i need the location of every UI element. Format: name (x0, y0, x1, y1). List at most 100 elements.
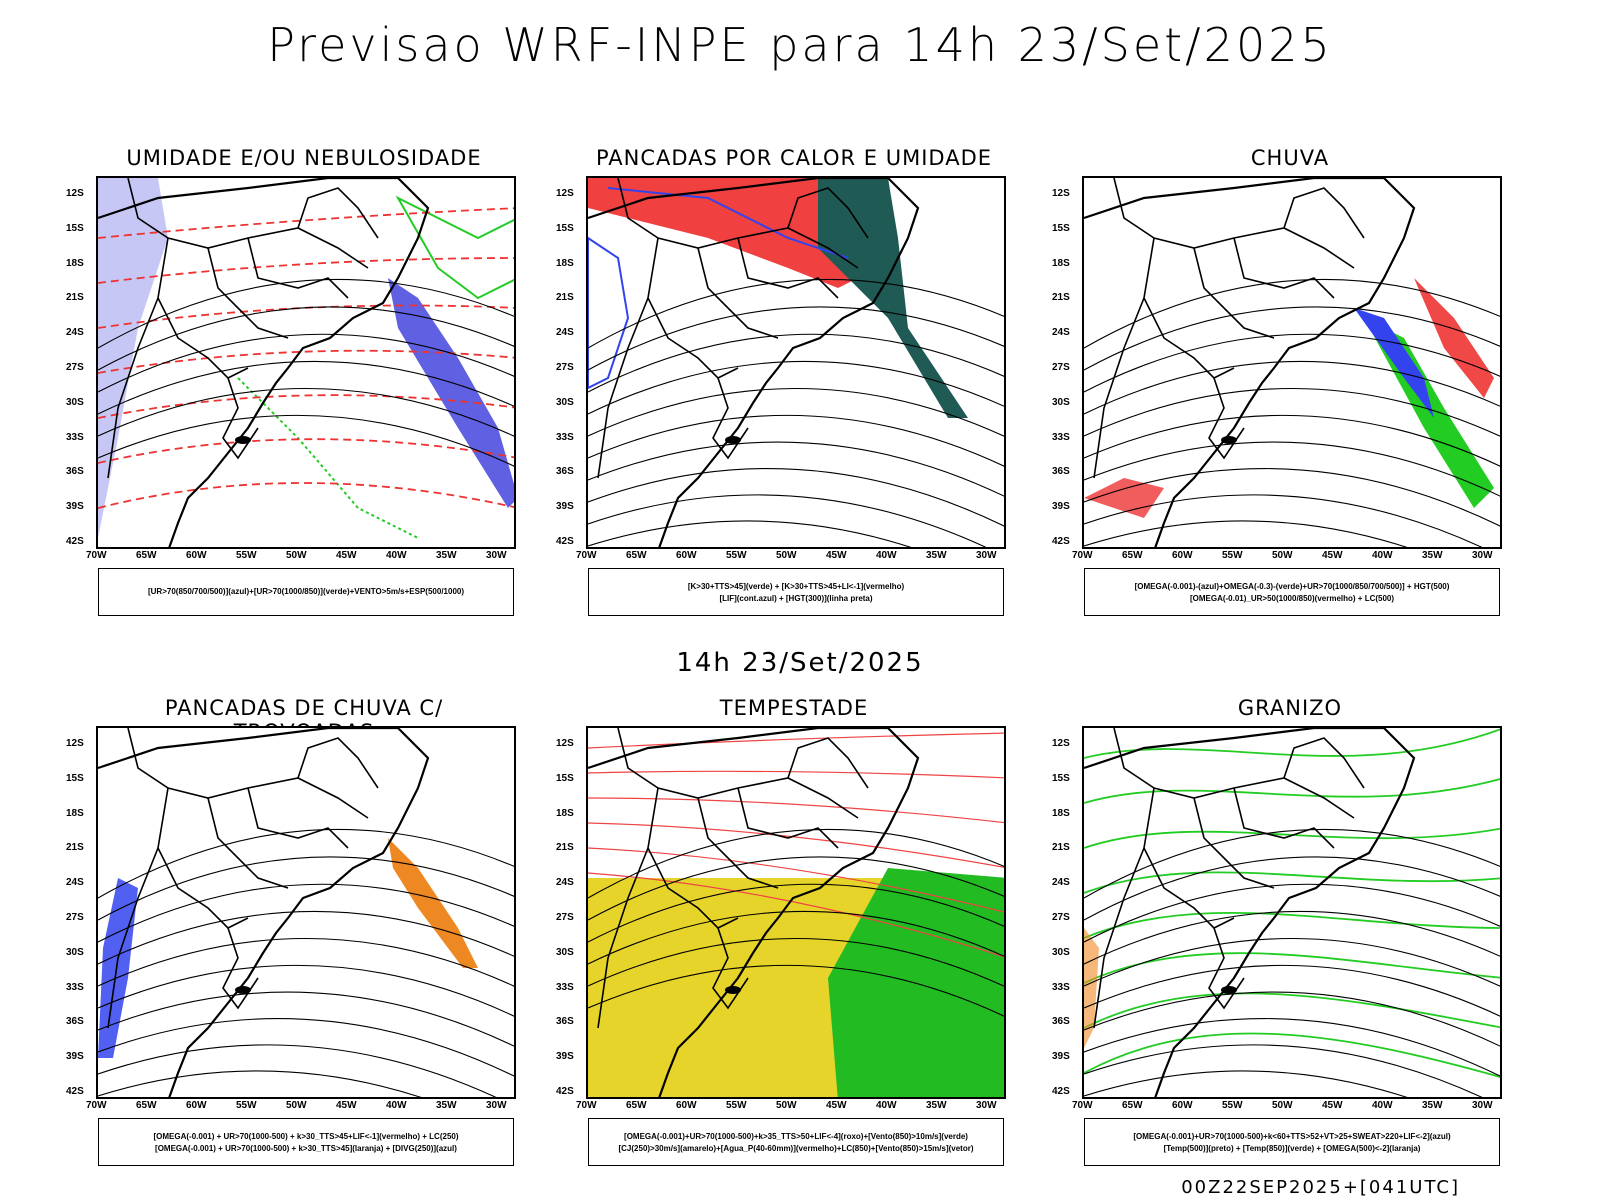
legend-line: [LIF](cont.azul) + [HGT(300)](linha pret… (719, 594, 873, 603)
legend-line: [OMEGA(-0.001)-(azul)+OMEGA(-0.3)-(verde… (1134, 582, 1450, 591)
lat-label: 33S (556, 981, 574, 993)
lon-label: 65W (626, 550, 647, 561)
legend-line: [UR>70(850/700/500)](azul)+[UR>70(1000/8… (147, 587, 465, 596)
lat-label: 18S (66, 807, 84, 819)
map-canvas (1084, 728, 1500, 1097)
lat-label: 24S (556, 877, 574, 889)
lon-label: 35W (1422, 1100, 1443, 1111)
map-canvas (1084, 178, 1500, 547)
lat-label: 12S (66, 188, 84, 199)
lat-label: 21S (66, 292, 84, 304)
lon-label: 30W (1472, 1100, 1493, 1111)
lon-label: 70W (86, 550, 107, 561)
lon-label: 45W (1322, 550, 1343, 561)
lon-label: 35W (436, 1100, 457, 1111)
lat-label: 33S (1052, 981, 1070, 993)
lat-label: 18S (66, 257, 84, 269)
legend-box: [UR>70(850/700/500)](azul)+[UR>70(1000/8… (98, 568, 514, 616)
legend-box: [OMEGA(-0.001)+UR>70(1000-500)+k>35_TTS>… (588, 1118, 1004, 1166)
lat-label: 39S (66, 1051, 84, 1063)
lon-label: 30W (1472, 550, 1493, 561)
lat-label: 24S (66, 327, 84, 339)
weather-map (96, 176, 516, 549)
lon-label: 40W (1372, 1100, 1393, 1111)
lat-label: 24S (1052, 877, 1070, 889)
lat-label: 27S (66, 362, 84, 373)
lon-label: 60W (186, 1100, 207, 1111)
lon-label: 40W (876, 550, 897, 561)
lat-label: 18S (556, 807, 574, 819)
lat-label: 27S (66, 912, 84, 923)
lat-label: 15S (556, 222, 574, 234)
lon-label: 65W (1122, 1100, 1143, 1111)
lat-label: 39S (1052, 1051, 1070, 1063)
weather-map (586, 176, 1006, 549)
map-canvas (588, 178, 1004, 547)
lat-label: 27S (1052, 362, 1070, 373)
lat-label: 39S (66, 501, 84, 513)
lon-label: 70W (86, 1100, 107, 1111)
lat-label: 36S (66, 466, 84, 478)
lon-label: 45W (826, 1100, 847, 1111)
lat-label: 27S (1052, 912, 1070, 923)
lat-label: 42S (66, 536, 84, 547)
lon-label: 70W (1072, 1100, 1093, 1111)
lat-label: 24S (556, 327, 574, 339)
lon-label: 45W (336, 550, 357, 561)
lon-label: 55W (236, 550, 257, 561)
lon-label: 45W (336, 1100, 357, 1111)
legend-box: [OMEGA(-0.001)-(azul)+OMEGA(-0.3)-(verde… (1084, 568, 1500, 616)
lat-label: 42S (1052, 536, 1070, 547)
panel-title: UMIDADE E/OU NEBULOSIDADE (126, 146, 482, 170)
lon-label: 30W (486, 1100, 507, 1111)
lat-label: 33S (1052, 431, 1070, 443)
lat-label: 42S (1052, 1086, 1070, 1097)
lon-label: 60W (676, 550, 697, 561)
legend-line: [OMEGA(-0.001)+UR>70(1000-500)+k<60+TTS>… (1133, 1132, 1451, 1141)
legend-line: [OMEGA(-0.001)+UR>70(1000-500)+k>35_TTS>… (624, 1132, 968, 1141)
lat-label: 12S (556, 188, 574, 199)
lon-label: 55W (726, 1100, 747, 1111)
lat-label: 21S (556, 292, 574, 304)
legend-line: [CJ(250)>30m/s](amarelo)+[Agua_P(40-60mm… (618, 1144, 974, 1153)
lon-label: 50W (776, 1100, 797, 1111)
lon-label: 30W (486, 550, 507, 561)
lat-label: 15S (556, 772, 574, 784)
lat-label: 30S (1052, 396, 1070, 408)
lon-label: 35W (926, 1100, 947, 1111)
map-canvas (98, 178, 514, 547)
lat-label: 30S (556, 396, 574, 408)
lat-label: 30S (556, 946, 574, 958)
legend-line: [K>30+TTS>45](verde) + [K>30+TTS>45+LI<-… (687, 582, 905, 591)
lon-label: 35W (1422, 550, 1443, 561)
lon-label: 60W (186, 550, 207, 561)
lon-label: 40W (386, 550, 407, 561)
legend-line: [OMEGA(-0.01)_UR>50(1000/850)(vermelho) … (1189, 594, 1395, 603)
map-canvas (588, 728, 1004, 1097)
lon-label: 60W (1172, 1100, 1193, 1111)
weather-map (96, 726, 516, 1099)
panel-title: CHUVA (1250, 146, 1330, 170)
lon-label: 60W (676, 1100, 697, 1111)
lon-label: 70W (576, 550, 597, 561)
lon-label: 50W (286, 1100, 307, 1111)
lon-label: 50W (1272, 1100, 1293, 1111)
legend-line: [OMEGA(-0.001) + UR>70(1000-500) + k>30_… (153, 1132, 459, 1141)
lat-label: 12S (66, 738, 84, 749)
lat-label: 36S (66, 1016, 84, 1028)
lat-label: 36S (1052, 466, 1070, 478)
lat-label: 15S (1052, 772, 1070, 784)
lat-label: 42S (556, 536, 574, 547)
main-title: Previsao WRF-INPE para 14h 23/Set/2025 (267, 18, 1333, 72)
lat-label: 39S (556, 501, 574, 513)
lon-label: 50W (286, 550, 307, 561)
lat-label: 12S (556, 738, 574, 749)
lon-label: 40W (876, 1100, 897, 1111)
lat-label: 30S (66, 396, 84, 408)
mid-date-label: 14h 23/Set/2025 (676, 648, 924, 678)
lon-label: 45W (1322, 1100, 1343, 1111)
lon-label: 55W (1222, 1100, 1243, 1111)
lat-label: 42S (556, 1086, 574, 1097)
run-timestamp: 00Z22SEP2025+[041UTC] (1181, 1177, 1460, 1198)
weather-map (586, 726, 1006, 1099)
